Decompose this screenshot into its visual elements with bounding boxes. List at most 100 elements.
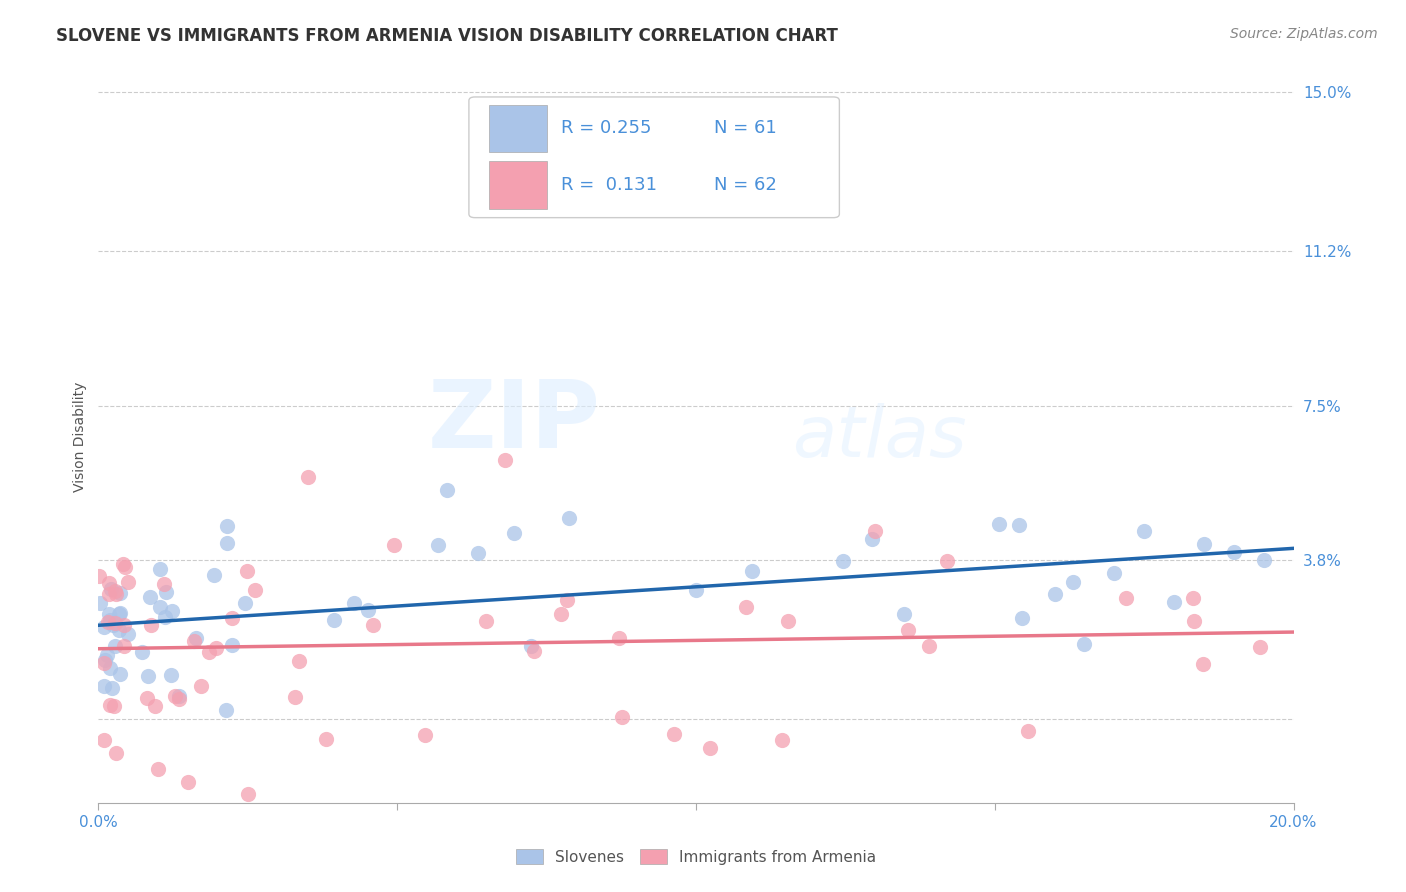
Point: [467, 546, 489, 560]
Point: [205, 641, 228, 656]
Point: [297, 470, 319, 484]
Point: [160, 604, 183, 618]
Point: [93, 619, 115, 633]
Point: [117, 574, 139, 589]
Point: [112, 639, 135, 653]
Point: [87, 568, 110, 582]
Point: [108, 606, 131, 620]
Point: [103, 698, 125, 713]
Point: [734, 599, 756, 614]
Point: [664, 727, 686, 741]
Point: [520, 639, 543, 653]
Point: [1249, 640, 1271, 654]
Point: [426, 538, 449, 552]
Point: [98, 576, 121, 591]
Point: [558, 511, 581, 525]
Point: [1223, 545, 1246, 559]
Point: [96, 648, 118, 663]
FancyBboxPatch shape: [470, 97, 839, 218]
Point: [494, 453, 516, 467]
Point: [699, 740, 721, 755]
Point: [110, 667, 132, 681]
Point: [356, 603, 378, 617]
Point: [131, 645, 153, 659]
Point: [160, 668, 183, 682]
Point: [89, 596, 111, 610]
Point: [1017, 724, 1039, 739]
Point: [98, 613, 121, 627]
Point: [865, 524, 887, 538]
Text: ZIP: ZIP: [427, 376, 600, 468]
Point: [1182, 614, 1205, 628]
Point: [94, 653, 117, 667]
Point: [141, 618, 163, 632]
Point: [550, 607, 572, 622]
Point: [741, 564, 763, 578]
Point: [93, 656, 115, 670]
Point: [685, 583, 707, 598]
Point: [287, 654, 309, 668]
Point: [236, 788, 259, 802]
Point: [186, 631, 208, 645]
Point: [555, 593, 578, 607]
Text: SLOVENE VS IMMIGRANTS FROM ARMENIA VISION DISABILITY CORRELATION CHART: SLOVENE VS IMMIGRANTS FROM ARMENIA VISIO…: [56, 27, 838, 45]
Point: [190, 679, 212, 693]
Point: [1191, 657, 1213, 671]
Point: [202, 567, 225, 582]
Point: [343, 595, 366, 609]
Point: [112, 557, 135, 571]
Point: [143, 698, 166, 713]
Point: [135, 690, 157, 705]
Point: [108, 585, 131, 599]
Point: [897, 623, 920, 637]
Point: [100, 681, 122, 695]
Point: [97, 607, 120, 621]
Point: [243, 583, 266, 598]
Point: [97, 587, 120, 601]
Point: [149, 599, 172, 614]
Point: [413, 728, 436, 742]
Point: [101, 617, 124, 632]
Point: [98, 661, 121, 675]
Point: [382, 538, 405, 552]
Point: [1073, 637, 1095, 651]
Point: [153, 610, 176, 624]
Point: [776, 614, 799, 628]
Point: [105, 746, 128, 760]
Legend: Slovenes, Immigrants from Armenia: Slovenes, Immigrants from Armenia: [516, 848, 876, 864]
Point: [183, 634, 205, 648]
Point: [315, 731, 337, 746]
Point: [770, 733, 793, 747]
Point: [221, 638, 243, 652]
Point: [893, 607, 915, 621]
Point: [832, 553, 855, 567]
Point: [236, 564, 259, 578]
Point: [198, 645, 221, 659]
Text: N = 62: N = 62: [714, 176, 776, 194]
Text: N = 61: N = 61: [714, 120, 776, 137]
Point: [167, 689, 190, 703]
Point: [148, 763, 170, 777]
Y-axis label: Vision Disability: Vision Disability: [73, 382, 87, 492]
Point: [918, 639, 941, 653]
Point: [1011, 611, 1033, 625]
Point: [104, 639, 127, 653]
Text: R = 0.255: R = 0.255: [561, 120, 651, 137]
Point: [215, 536, 238, 550]
Point: [114, 560, 136, 574]
Text: Source: ZipAtlas.com: Source: ZipAtlas.com: [1230, 27, 1378, 41]
Point: [104, 616, 127, 631]
Point: [104, 586, 127, 600]
Point: [607, 631, 630, 645]
Point: [152, 576, 174, 591]
Point: [167, 691, 190, 706]
Point: [1062, 574, 1084, 589]
Point: [117, 627, 139, 641]
Point: [221, 611, 243, 625]
Point: [1133, 524, 1156, 538]
Point: [93, 733, 115, 747]
Point: [284, 690, 307, 704]
Point: [177, 775, 200, 789]
Point: [139, 590, 162, 604]
Point: [104, 584, 127, 599]
